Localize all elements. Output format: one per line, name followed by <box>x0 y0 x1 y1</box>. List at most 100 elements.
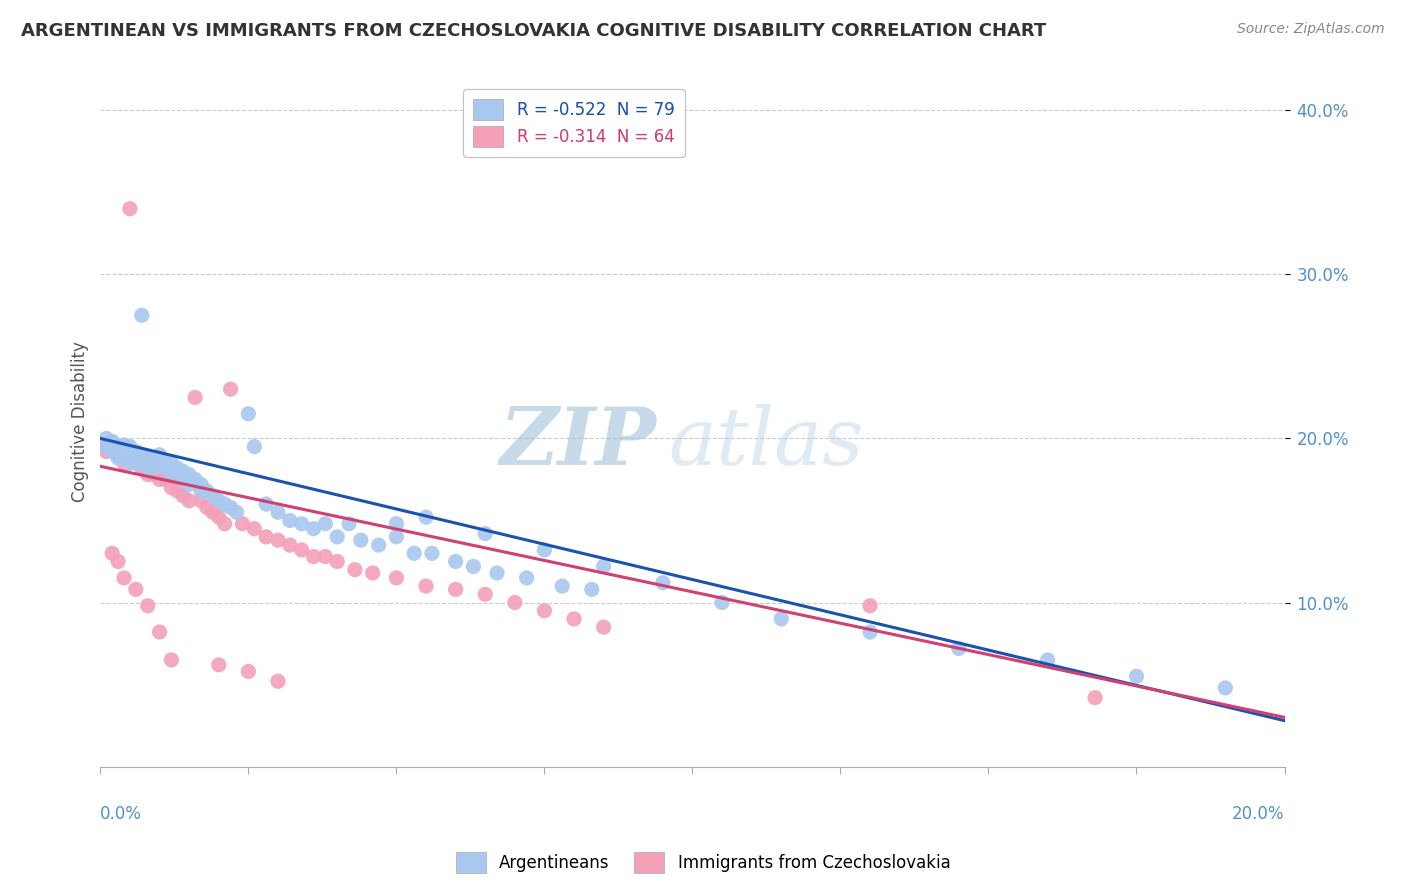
Text: ZIP: ZIP <box>501 404 657 482</box>
Point <box>350 533 373 548</box>
Point <box>160 467 183 482</box>
Point <box>148 625 170 640</box>
Point <box>131 461 153 475</box>
Point <box>160 653 183 667</box>
Point <box>208 510 231 524</box>
Point <box>278 513 301 527</box>
Point <box>195 500 218 515</box>
Point <box>112 438 135 452</box>
Point <box>343 563 366 577</box>
Point <box>107 554 129 568</box>
Point <box>101 440 124 454</box>
Point <box>107 444 129 458</box>
Point <box>562 612 585 626</box>
Point <box>184 391 207 405</box>
Point <box>166 483 188 498</box>
Text: atlas: atlas <box>669 404 865 482</box>
Point <box>214 516 236 531</box>
Point <box>112 451 135 466</box>
Point <box>136 467 159 482</box>
Point <box>101 434 124 449</box>
Point <box>131 309 153 323</box>
Point <box>142 451 165 466</box>
Point <box>107 451 129 466</box>
Point <box>172 472 194 486</box>
Point <box>160 456 183 470</box>
Point <box>254 497 277 511</box>
Point <box>267 505 290 519</box>
Point <box>118 451 141 466</box>
Point <box>533 604 555 618</box>
Point <box>415 510 437 524</box>
Point <box>131 456 153 470</box>
Point <box>160 481 183 495</box>
Point <box>166 467 188 482</box>
Point <box>118 456 141 470</box>
Point <box>243 522 266 536</box>
Point <box>474 587 496 601</box>
Point <box>859 599 882 613</box>
Point <box>125 456 148 470</box>
Point <box>118 451 141 466</box>
Point <box>238 407 260 421</box>
Point <box>118 456 141 470</box>
Point <box>444 554 467 568</box>
Legend: R = -0.522  N = 79, R = -0.314  N = 64: R = -0.522 N = 79, R = -0.314 N = 64 <box>464 89 685 157</box>
Point <box>136 461 159 475</box>
Point <box>118 440 141 454</box>
Point <box>302 522 325 536</box>
Point <box>361 566 384 580</box>
Point <box>415 579 437 593</box>
Point <box>231 516 253 531</box>
Point <box>112 456 135 470</box>
Point <box>326 530 349 544</box>
Point <box>385 571 408 585</box>
Point <box>96 440 118 454</box>
Point <box>179 467 201 482</box>
Point <box>118 446 141 460</box>
Legend: Argentineans, Immigrants from Czechoslovakia: Argentineans, Immigrants from Czechoslov… <box>449 846 957 880</box>
Point <box>592 559 614 574</box>
Point <box>125 448 148 462</box>
Point <box>148 472 170 486</box>
Point <box>107 448 129 462</box>
Point <box>291 543 314 558</box>
Point <box>1036 653 1059 667</box>
Point <box>326 554 349 568</box>
Point <box>125 451 148 466</box>
Point <box>948 641 970 656</box>
Point <box>142 467 165 482</box>
Point <box>267 533 290 548</box>
Point <box>136 451 159 466</box>
Text: 20.0%: 20.0% <box>1232 805 1285 823</box>
Point <box>367 538 389 552</box>
Point <box>1125 669 1147 683</box>
Point <box>142 461 165 475</box>
Point <box>201 489 224 503</box>
Point <box>148 456 170 470</box>
Point <box>474 526 496 541</box>
Point <box>859 625 882 640</box>
Point <box>112 451 135 466</box>
Point <box>172 464 194 478</box>
Point <box>291 516 314 531</box>
Point <box>503 595 526 609</box>
Point <box>385 530 408 544</box>
Point <box>136 456 159 470</box>
Y-axis label: Cognitive Disability: Cognitive Disability <box>72 342 89 502</box>
Point <box>201 505 224 519</box>
Point <box>131 448 153 462</box>
Point <box>155 472 177 486</box>
Point <box>243 440 266 454</box>
Text: Source: ZipAtlas.com: Source: ZipAtlas.com <box>1237 22 1385 37</box>
Point <box>1084 690 1107 705</box>
Point <box>551 579 574 593</box>
Point <box>190 483 212 498</box>
Point <box>179 493 201 508</box>
Text: 0.0%: 0.0% <box>100 805 142 823</box>
Point <box>172 489 194 503</box>
Point <box>96 444 118 458</box>
Point <box>190 493 212 508</box>
Point <box>592 620 614 634</box>
Point <box>112 444 135 458</box>
